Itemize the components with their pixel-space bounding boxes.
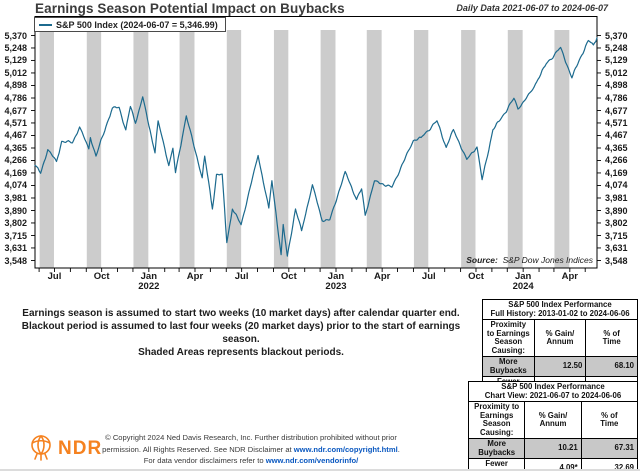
y-axis-label: 3,715 bbox=[605, 231, 628, 241]
blackout-band bbox=[321, 30, 336, 268]
y-axis-label: 5,129 bbox=[0, 55, 27, 65]
y-axis-label: 4,074 bbox=[605, 180, 628, 190]
y-axis-label: 4,786 bbox=[605, 93, 628, 103]
x-axis-label: Jul bbox=[409, 271, 449, 282]
y-axis-label: 4,365 bbox=[0, 143, 27, 153]
y-axis-label: 5,012 bbox=[605, 68, 628, 78]
y-axis-label: 3,890 bbox=[0, 206, 27, 216]
y-axis-label: 3,548 bbox=[0, 256, 27, 266]
legend-label: S&P 500 Index (2024-06-07 = 5,346.99) bbox=[56, 20, 218, 30]
source-label: Source: bbox=[466, 255, 498, 265]
y-axis-label: 4,169 bbox=[0, 168, 27, 178]
blackout-band bbox=[274, 30, 288, 268]
y-axis-label: 4,365 bbox=[605, 143, 628, 153]
blackout-band bbox=[180, 30, 195, 268]
table-title: S&P 500 Index Performance Chart View: 20… bbox=[469, 382, 638, 402]
legend-line-sample-icon bbox=[39, 24, 52, 26]
x-axis-label: Apr bbox=[362, 271, 402, 282]
copyright-line-1: © Copyright 2024 Ned Davis Research, Inc… bbox=[98, 432, 404, 444]
blackout-band bbox=[367, 30, 382, 268]
notes-line-1: Earnings season is assumed to start two … bbox=[12, 307, 470, 320]
x-axis-label: Oct bbox=[269, 271, 309, 282]
blackout-band bbox=[508, 30, 523, 268]
y-axis-label: 3,802 bbox=[605, 218, 628, 228]
blackout-band bbox=[461, 30, 475, 268]
y-axis-label: 4,898 bbox=[605, 80, 628, 90]
table-row-more-buybacks: More Buybacks 12.50 68.10 bbox=[483, 357, 638, 377]
notes-line-3: Shaded Areas represents blackout periods… bbox=[12, 346, 470, 359]
y-axis-label: 4,677 bbox=[0, 106, 27, 116]
x-axis-label: Apr bbox=[175, 271, 215, 282]
table-title: S&P 500 Index Performance Full History: … bbox=[483, 300, 638, 320]
blackout-band bbox=[40, 30, 54, 268]
date-range-label: Daily Data 2021-06-07 to 2024-06-07 bbox=[456, 3, 608, 13]
y-axis-label: 4,169 bbox=[605, 168, 628, 178]
y-axis-label: 5,012 bbox=[0, 68, 27, 78]
y-axis-label: 5,248 bbox=[605, 43, 628, 53]
x-axis-label: Jul bbox=[222, 271, 262, 282]
copyright-link[interactable]: www.ndr.com/copyright.html bbox=[294, 445, 398, 454]
source-note: Source: S&P Dow Jones Indices bbox=[466, 255, 593, 265]
copyright-block: © Copyright 2024 Ned Davis Research, Inc… bbox=[98, 432, 404, 467]
y-axis-label: 4,266 bbox=[0, 155, 27, 165]
notes-line-2: Blackout period is assumed to last four … bbox=[12, 320, 470, 346]
blackout-band bbox=[414, 30, 428, 268]
y-axis-label: 3,631 bbox=[605, 243, 628, 253]
vendorinfo-link[interactable]: www.ndr.com/vendorinfo/ bbox=[266, 456, 359, 465]
x-axis-label: Apr bbox=[550, 271, 590, 282]
y-axis-label: 4,898 bbox=[0, 80, 27, 90]
y-axis-label: 4,571 bbox=[605, 118, 628, 128]
y-axis-label: 4,786 bbox=[0, 93, 27, 103]
blackout-band bbox=[133, 30, 148, 268]
ndr-logo-emblem bbox=[27, 432, 55, 462]
copyright-line-2: permission. All Rights Reserved. See NDR… bbox=[98, 444, 404, 456]
table-row-fewer-buybacks: Fewer Buybacks 4.09* 32.69 bbox=[469, 459, 638, 471]
x-axis-year-label: 2024 bbox=[503, 281, 543, 292]
sp500-line-chart bbox=[29, 14, 603, 276]
y-axis-label: 4,677 bbox=[605, 106, 628, 116]
x-axis-label: Jul bbox=[34, 271, 74, 282]
table-row-more-buybacks: More Buybacks 10.21 67.31 bbox=[469, 439, 638, 459]
y-axis-label: 4,467 bbox=[0, 130, 27, 140]
x-axis-label: Oct bbox=[82, 271, 122, 282]
performance-table-chart-view: S&P 500 Index Performance Chart View: 20… bbox=[468, 381, 638, 471]
y-axis-label: 4,266 bbox=[605, 155, 628, 165]
ndr-logo-text: NDR bbox=[58, 438, 102, 460]
methodology-notes: Earnings season is assumed to start two … bbox=[12, 307, 470, 359]
y-axis-label: 5,370 bbox=[0, 31, 27, 41]
y-axis-label: 3,981 bbox=[0, 193, 27, 203]
copyright-line-3: For data vendor disclaimers refer to www… bbox=[98, 455, 404, 467]
y-axis-label: 4,074 bbox=[0, 180, 27, 190]
y-axis-label: 5,370 bbox=[605, 31, 628, 41]
y-axis-label: 5,129 bbox=[605, 55, 628, 65]
x-axis-year-label: 2022 bbox=[129, 281, 169, 292]
y-axis-label: 3,631 bbox=[0, 243, 27, 253]
y-axis-label: 3,548 bbox=[605, 256, 628, 266]
y-axis-label: 5,248 bbox=[0, 43, 27, 53]
x-axis-label: Oct bbox=[456, 271, 496, 282]
x-axis-year-label: 2023 bbox=[316, 281, 356, 292]
y-axis-label: 4,467 bbox=[605, 130, 628, 140]
y-axis-label: 3,890 bbox=[605, 206, 628, 216]
source-text: S&P Dow Jones Indices bbox=[503, 255, 593, 265]
y-axis-label: 3,715 bbox=[0, 231, 27, 241]
chart-legend: S&P 500 Index (2024-06-07 = 5,346.99) bbox=[34, 17, 226, 32]
y-axis-label: 3,981 bbox=[605, 193, 628, 203]
y-axis-label: 4,571 bbox=[0, 118, 27, 128]
y-axis-label: 3,802 bbox=[0, 218, 27, 228]
